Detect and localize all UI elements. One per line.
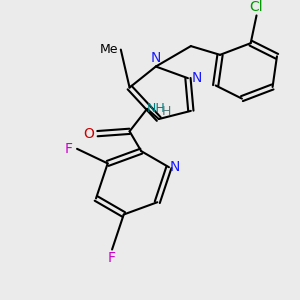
Text: N: N [191, 71, 202, 85]
Text: H: H [161, 105, 171, 118]
Text: Cl: Cl [250, 0, 263, 14]
Text: Me: Me [100, 43, 118, 56]
Text: F: F [108, 251, 116, 265]
Text: N: N [151, 51, 161, 65]
Text: F: F [64, 142, 72, 156]
Text: N: N [169, 160, 180, 174]
Text: O: O [83, 127, 94, 141]
Text: NH: NH [146, 102, 165, 115]
